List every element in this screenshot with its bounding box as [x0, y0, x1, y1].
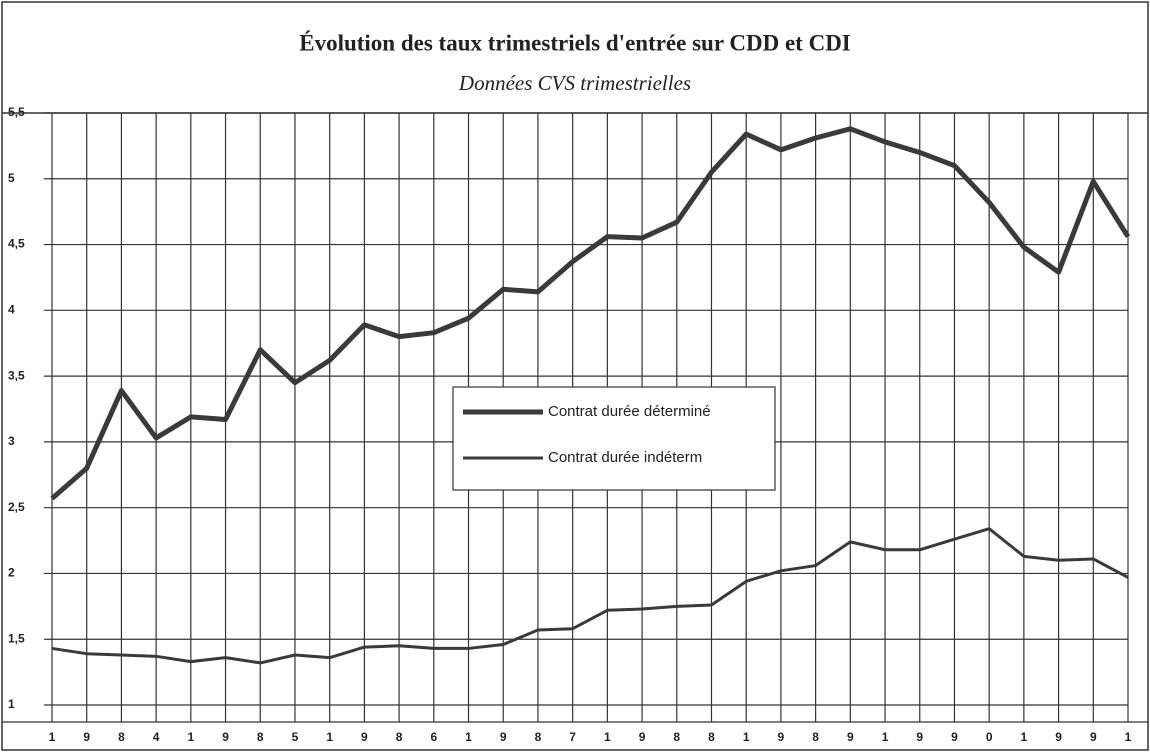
- x-tick-label: 9: [83, 730, 90, 744]
- x-tick-label: 5: [292, 730, 299, 744]
- chart-subtitle: Données CVS trimestrielles: [458, 71, 691, 95]
- y-tick-label: 5: [8, 171, 15, 185]
- chart-title: Évolution des taux trimestriels d'entrée…: [299, 30, 851, 55]
- y-tick-label: 4: [8, 303, 15, 317]
- x-tick-label: 1: [743, 730, 750, 744]
- x-tick-label: 9: [639, 730, 646, 744]
- line-series: [50, 126, 1131, 501]
- y-tick-label: 1,5: [8, 631, 25, 645]
- x-tick-label: 9: [361, 730, 368, 744]
- x-tick-label: 9: [222, 730, 229, 744]
- y-tick-label: 4,5: [8, 237, 25, 251]
- x-tick-label: 9: [1090, 730, 1097, 744]
- x-tick-label: 1: [49, 730, 56, 744]
- x-tick-label: 8: [535, 730, 542, 744]
- x-tick-label: 9: [951, 730, 958, 744]
- y-tick-label: 5,5: [8, 105, 25, 119]
- x-tick-label: 4: [153, 730, 160, 744]
- x-tick-label: 1: [1021, 730, 1028, 744]
- x-tick-label: 8: [673, 730, 680, 744]
- x-tick-label: 7: [569, 730, 576, 744]
- legend-label: Contrat durée indéterm: [548, 449, 702, 466]
- x-tick-label: 1: [882, 730, 889, 744]
- legend-label: Contrat durée déterminé: [548, 403, 711, 420]
- x-tick-label: 8: [812, 730, 819, 744]
- y-tick-label: 3: [8, 434, 15, 448]
- legend-box: [452, 386, 776, 491]
- x-tick-label: 8: [396, 730, 403, 744]
- x-tick-label: 8: [708, 730, 715, 744]
- x-tick-label: 8: [118, 730, 125, 744]
- x-tick-label: 9: [778, 730, 785, 744]
- y-tick-label: 1: [8, 697, 15, 711]
- y-tick-label: 3,5: [8, 368, 25, 382]
- x-tick-label: 6: [430, 730, 437, 744]
- x-tick-label: 1: [604, 730, 611, 744]
- x-tick-label: 9: [1055, 730, 1062, 744]
- x-tick-label: 1: [465, 730, 472, 744]
- x-tick-label: 9: [500, 730, 507, 744]
- x-tick-label: 9: [916, 730, 923, 744]
- x-tick-label: 0: [986, 730, 993, 744]
- x-tick-label: 1: [326, 730, 333, 744]
- x-tick-label: 1: [187, 730, 194, 744]
- y-tick-label: 2,5: [8, 500, 25, 514]
- y-tick-label: 2: [8, 566, 15, 580]
- line-series: [51, 527, 1129, 665]
- x-tick-label: 1: [1125, 730, 1132, 744]
- x-tick-label: 9: [847, 730, 854, 744]
- x-tick-label: 8: [257, 730, 264, 744]
